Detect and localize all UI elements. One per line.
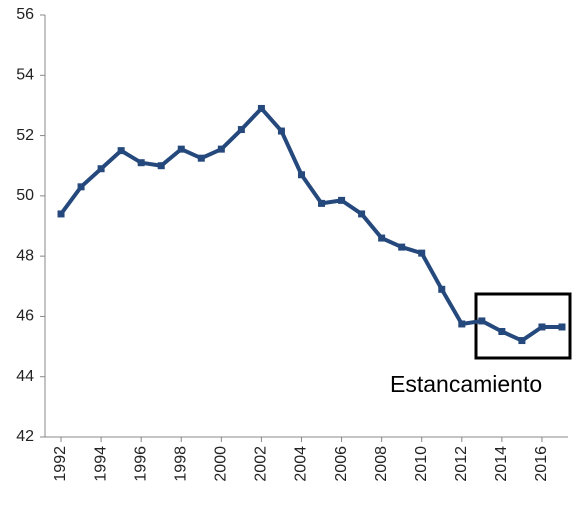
marker: [297, 171, 305, 179]
y-tick-label: 54: [16, 67, 34, 84]
marker: [57, 210, 65, 218]
marker: [558, 323, 566, 331]
marker: [398, 243, 406, 251]
y-tick-label: 52: [16, 127, 34, 144]
marker: [117, 147, 125, 155]
marker: [197, 154, 205, 162]
x-tick-label: 2012: [453, 446, 470, 482]
y-tick-label: 44: [16, 368, 34, 385]
marker: [97, 165, 105, 173]
x-tick-label: 2000: [213, 446, 230, 482]
marker: [77, 183, 85, 191]
marker: [498, 328, 506, 335]
marker: [478, 317, 486, 325]
marker: [277, 127, 285, 135]
marker: [177, 145, 185, 153]
line: [59, 106, 562, 343]
x-tick-label: 2006: [333, 446, 350, 482]
x-tick-label: 1998: [172, 446, 189, 482]
y-tick-label: 42: [16, 428, 34, 445]
marker: [237, 126, 245, 134]
marker: [358, 210, 366, 218]
x-tick-label: 1996: [132, 446, 149, 482]
marker: [217, 145, 225, 153]
x-tick-label: 1992: [52, 446, 69, 482]
y-tick-label: 48: [16, 247, 34, 264]
marker: [418, 249, 426, 257]
marker: [157, 162, 165, 170]
x-tick-label: 1994: [92, 446, 109, 482]
annotation: Estancamiento: [390, 371, 542, 397]
marker: [378, 234, 386, 242]
y-tick-label: 56: [16, 6, 34, 23]
x-tick-label: 2016: [533, 446, 550, 482]
x-tick-label: 2004: [293, 446, 310, 482]
marker: [538, 323, 546, 331]
x-tick-label: 2010: [413, 446, 430, 482]
y-tick-label: 50: [16, 187, 34, 204]
marker: [438, 285, 446, 293]
marker: [518, 337, 526, 345]
x-tick-label: 2008: [373, 446, 390, 482]
marker: [458, 320, 466, 328]
marker: [257, 104, 265, 112]
marker: [318, 199, 326, 207]
x-tick-label: 2014: [493, 446, 510, 482]
x-tick-label: 2002: [253, 446, 270, 482]
marker: [338, 196, 346, 204]
marker: [137, 159, 145, 167]
annotation-box: [474, 292, 572, 360]
y-tick-label: 46: [16, 308, 34, 325]
